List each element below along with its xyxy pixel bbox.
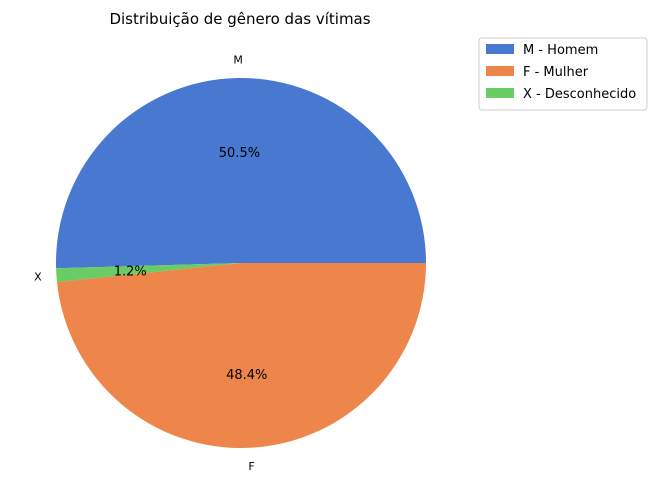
slice-percent-x: 1.2% [114,264,147,279]
slice-label-f: F [248,460,254,473]
slice-label-m: M [233,54,243,67]
legend-swatch-mulher [486,66,514,76]
pie-slices [55,78,426,449]
legend-label-mulher: F - Mulher [523,65,589,80]
pie-slice-f [56,263,426,449]
legend-swatch-homem [486,44,514,54]
legend-frame [478,37,648,111]
legend: M - Homem F - Mulher X - Desconhecido [478,37,648,111]
legend-swatch-desconhecido [486,88,514,98]
slice-percent-m: 50.5% [219,146,260,161]
legend-label-desconhecido: X - Desconhecido [523,87,636,102]
pie-slice-m [55,78,426,269]
legend-label-homem: M - Homem [523,43,598,58]
chart-title: Distribuição de gênero das vítimas [109,10,370,28]
slice-label-x: X [34,270,42,283]
slice-percent-f: 48.4% [226,368,267,383]
pie-labels: M 50.5% X 1.2% F 48.4% [34,54,267,474]
pie-slice-x [56,263,242,283]
